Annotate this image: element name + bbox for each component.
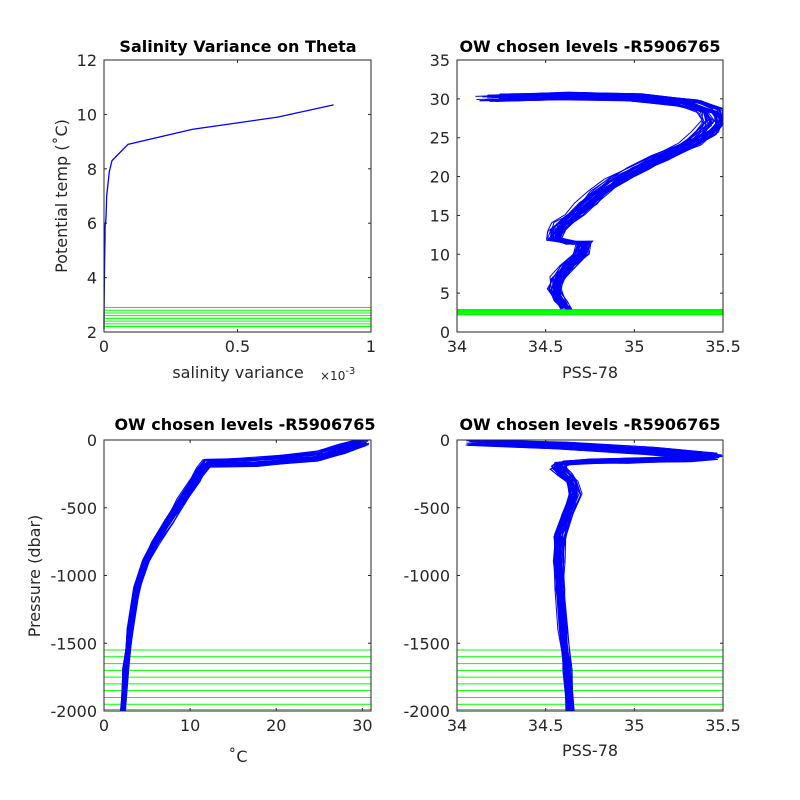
y-tick-label: 0 [440, 323, 450, 342]
x-tick-label: 0.5 [225, 337, 250, 356]
plot-area [457, 91, 724, 316]
y-tick-label: 0 [87, 431, 97, 450]
profile-line [475, 93, 703, 310]
x-tick-label: 34 [447, 337, 467, 356]
y-tick-label: 8 [87, 160, 97, 179]
axis-ticks: 0 10 20 30 -2000 -1500 -1000 -500 0 [51, 431, 373, 735]
y-tick-label: -1500 [51, 634, 98, 653]
x-tick-label: 34.5 [528, 716, 564, 735]
panel-theta-salinity: OW chosen levels -R5906765 34 34.5 35 35.5 0… [430, 37, 741, 382]
x-axis-label: salinity variance [172, 363, 303, 382]
y-tick-label: -1000 [404, 567, 451, 586]
profile-line [500, 92, 722, 310]
y-tick-label: 2 [87, 323, 97, 342]
x-tick-label: 0 [99, 716, 109, 735]
profile-line [493, 97, 720, 310]
x-tick-label: 34 [447, 716, 467, 735]
y-tick-label: -500 [414, 499, 450, 518]
y-axis-label: Pressure (dbar) [25, 515, 44, 638]
x-tick-label: 35 [624, 716, 644, 735]
x-tick-label: 35.5 [705, 716, 741, 735]
profile-line [122, 441, 362, 712]
y-tick-label: 30 [430, 90, 450, 109]
panel-title: Salinity Variance on Theta [119, 37, 356, 56]
x-tick-label: 20 [266, 716, 286, 735]
x-axis-exponent-base: ×10 [320, 369, 345, 383]
profile-line [466, 442, 709, 712]
y-tick-label: -2000 [51, 702, 98, 721]
y-axis-label: Potential temp (˚C) [52, 119, 71, 273]
y-tick-label: -1000 [51, 567, 98, 586]
y-tick-label: 35 [430, 51, 450, 70]
x-tick-label: 10 [180, 716, 200, 735]
y-tick-label: 25 [430, 129, 450, 148]
y-tick-label: 12 [77, 51, 97, 70]
axes-frame [456, 59, 724, 333]
y-tick-label: 15 [430, 206, 450, 225]
axis-ticks: 34 34.5 35 35.5 -2000 -1500 -1000 -500 0 [404, 431, 741, 735]
profile-line [489, 97, 717, 309]
panel-salinity-variance: Salinity Variance on Theta 0 0.5 124681012… [52, 37, 376, 383]
x-tick-label: 1 [366, 337, 376, 356]
panel-title: OW chosen levels -R5906765 [114, 415, 375, 434]
x-axis-label: PSS-78 [562, 363, 618, 382]
y-tick-label: 10 [77, 105, 97, 124]
panel-salinity-pressure: OW chosen levels -R5906765 34 34.5 35 35.5 -… [404, 415, 741, 760]
x-axis-exponent: ×10-3 [320, 366, 355, 383]
profile-line [120, 439, 357, 712]
profile-line [485, 442, 720, 711]
x-tick-label: 0 [99, 337, 109, 356]
panel-title: OW chosen levels -R5906765 [459, 415, 720, 434]
x-tick-label: 35.5 [705, 337, 741, 356]
profile-line [470, 444, 710, 712]
x-tick-label: 34.5 [528, 337, 564, 356]
y-tick-label: 10 [430, 245, 450, 264]
panel-title: OW chosen levels -R5906765 [459, 37, 720, 56]
x-tick-label: 35 [624, 337, 644, 356]
y-tick-label: 6 [87, 214, 97, 233]
x-axis-label: ˚C [228, 747, 247, 766]
profile-line [488, 93, 713, 309]
y-tick-label: 5 [440, 284, 450, 303]
x-tick-label: 30 [352, 716, 372, 735]
y-tick-label: -500 [61, 499, 97, 518]
profile-line [124, 439, 367, 712]
y-tick-label: -2000 [404, 702, 451, 721]
y-tick-label: 0 [440, 431, 450, 450]
y-tick-label: 4 [87, 269, 97, 288]
profile-line [482, 439, 722, 711]
x-axis-exponent-power: -3 [345, 366, 355, 377]
panel-temperature-pressure: OW chosen levels -R5906765 0 10 20 30 -2000 -… [25, 415, 376, 766]
profile-line [487, 92, 711, 309]
plot-area [457, 439, 724, 712]
x-axis-label: PSS-78 [562, 741, 618, 760]
plot-area [104, 439, 371, 712]
profile-line [499, 94, 721, 310]
y-tick-label: -1500 [404, 634, 451, 653]
axis-ticks: 34 34.5 35 35.5 0 5 10 15 20 25 30 35 [430, 51, 741, 356]
y-tick-label: 20 [430, 168, 450, 187]
